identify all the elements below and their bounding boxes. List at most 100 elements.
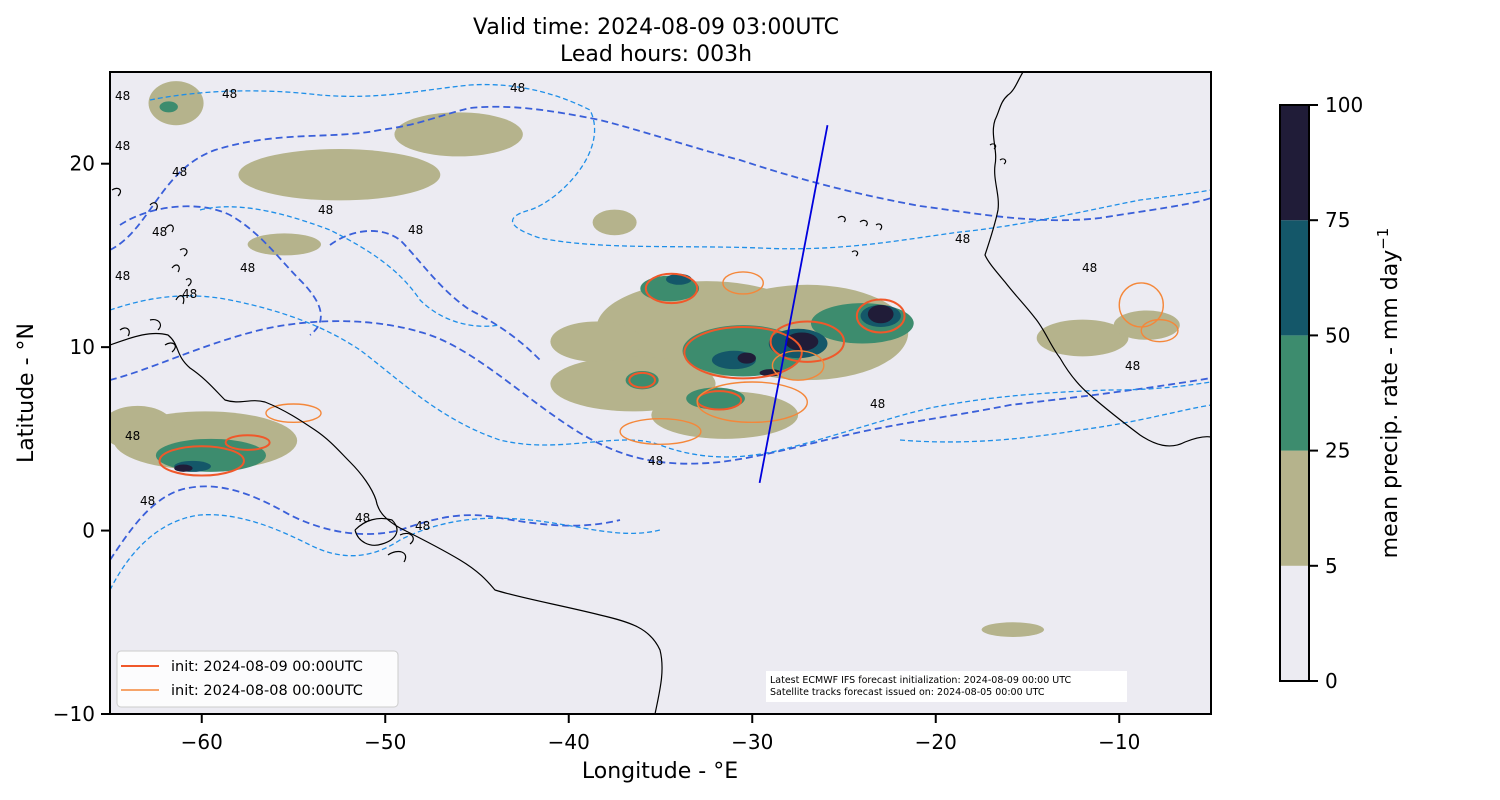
forecast-annotation: Latest ECMWF IFS forecast initialization… (766, 671, 1127, 702)
forecast-contour-init-1 (1118, 282, 1164, 328)
contour-label-48: 48 (355, 511, 370, 525)
precip-blob-level-2 (159, 101, 178, 113)
forecast-contour-init-0 (628, 371, 656, 389)
colorbar: 0 5 25 50 75 100 mean precip. rate - mm day−1 (1279, 93, 1403, 693)
satellite-track-line (758, 125, 829, 484)
legend-box (116, 650, 399, 708)
forecast-contour-init-0 (769, 320, 845, 363)
contour-label-48: 48 (222, 87, 237, 101)
y-axis-label: Latitude - °N (14, 323, 39, 463)
contour-48-light-sw (110, 514, 661, 591)
forecast-contour-init-1 (696, 381, 809, 424)
dashed-48-contours (110, 83, 1211, 591)
forecast-contour-init-1 (619, 417, 702, 446)
precip-blob-level-1 (110, 405, 175, 450)
contour-label-48: 48 (240, 261, 255, 275)
x-axis-label: Longitude - °E (582, 759, 738, 784)
colorbar-tick-label: 0 (1325, 669, 1338, 693)
contour-label-48: 48 (115, 139, 130, 153)
colorbar-tick-label: 100 (1325, 93, 1363, 117)
contour-48-dark-north (110, 105, 1211, 251)
coast-amazon-delta (354, 517, 414, 563)
forecast-contour-init-1 (1140, 318, 1179, 343)
precip-blob-level-1 (148, 81, 204, 126)
map-plot-area: 48 48 48 48 48 48 48 48 48 48 48 48 48 48 48 48 48 48 48 48 (109, 71, 1212, 715)
y-tick-label: 20 (70, 152, 95, 176)
precip-blob-level-1 (1036, 319, 1129, 357)
colorbar-segments (1280, 105, 1309, 681)
precip-blob-level-3 (666, 273, 692, 285)
x-tick-label: −50 (364, 730, 406, 754)
contour-48-dark-south (110, 320, 1211, 465)
legend-label-init-0809: init: 2024-08-09 00:00UTC (171, 659, 363, 675)
coastlines (110, 72, 1211, 714)
precip-blob-level-4 (785, 332, 819, 351)
forecast-contour-init-1 (722, 271, 764, 295)
x-tick-label: −10 (1098, 730, 1140, 754)
precip-blob-level-2 (155, 438, 266, 472)
contour-label-48: 48 (415, 519, 430, 533)
x-tick-label: −30 (731, 730, 773, 754)
forecast-contour-init-0 (683, 325, 803, 380)
contour-48-dark-sw (110, 485, 621, 561)
precip-blob-level-2 (810, 303, 914, 344)
precip-blob-level-4 (174, 464, 193, 472)
contour-label-48: 48 (115, 89, 130, 103)
contour-label-48: 48 (140, 494, 155, 508)
coast-south-america (110, 332, 663, 714)
contour-48-light-south (110, 295, 1211, 458)
precip-blob-level-1 (238, 149, 441, 201)
forecast-contour-init-0 (224, 434, 271, 451)
contour-48-light-west (199, 206, 501, 327)
colorbar-tick-label: 75 (1325, 208, 1350, 232)
coast-caribbean-islands (111, 187, 192, 353)
contour-48-dark-loop (119, 205, 322, 336)
contour-label-48: 48 (182, 287, 197, 301)
forecast-contour-init-1 (771, 350, 825, 381)
legend: init: 2024-08-09 00:00UTC init: 2024-08-… (116, 650, 399, 708)
y-axis-ticks: −10 0 10 20 (53, 152, 110, 726)
colorbar-segment-3 (1280, 220, 1309, 336)
colorbar-label-exponent: −1 (1374, 228, 1392, 250)
colorbar-tick-label: 50 (1325, 323, 1350, 347)
colorbar-tick-label: 25 (1325, 439, 1350, 463)
x-tick-label: −40 (548, 730, 590, 754)
annotation-line-1: Latest ECMWF IFS forecast initialization… (770, 675, 1071, 686)
forecast-contour-init-0 (855, 298, 906, 334)
contour-label-48: 48 (510, 81, 525, 95)
x-tick-label: −60 (181, 730, 223, 754)
precip-blob-level-1 (651, 391, 799, 439)
x-axis-ticks: −60 −50 −40 −30 −20 −10 (181, 714, 1140, 754)
contour-label-48: 48 (955, 232, 970, 246)
precip-blob-level-1 (1113, 310, 1180, 340)
contour-labels: 48 48 48 48 48 48 48 48 48 48 48 48 48 48 48 48 48 48 48 48 (115, 81, 1140, 533)
annotation-box (766, 671, 1127, 702)
contour-label-48: 48 (152, 225, 167, 239)
precip-blob-level-1 (394, 112, 523, 157)
x-tick-label: −20 (915, 730, 957, 754)
contour-label-48: 48 (408, 223, 423, 237)
y-tick-label: 10 (70, 335, 95, 359)
contour-label-48: 48 (1082, 261, 1097, 275)
precipitation-field (110, 81, 1180, 637)
colorbar-frame (1279, 104, 1310, 682)
precip-blob-level-1 (247, 233, 322, 256)
legend-label-init-0808: init: 2024-08-08 00:00UTC (171, 683, 363, 699)
forecast-contour-init-0 (644, 272, 699, 305)
colorbar-segment-1 (1280, 450, 1309, 566)
contour-label-48: 48 (172, 165, 187, 179)
forecast-contour-init-1 (265, 403, 322, 424)
map-frame (109, 71, 1212, 715)
y-tick-label: 0 (82, 519, 95, 543)
precip-blob-level-1 (981, 622, 1045, 637)
annotation-line-2: Satellite tracks forecast issued on: 202… (770, 687, 1045, 698)
forecast-contour-init-0 (158, 445, 245, 477)
precip-blob-level-1 (592, 209, 637, 236)
colorbar-ticks: 0 5 25 50 75 100 (1309, 93, 1363, 693)
y-tick-label: −10 (53, 702, 95, 726)
contour-label-48: 48 (115, 269, 130, 283)
contour-label-48: 48 (318, 203, 333, 217)
precip-blob-level-1 (550, 321, 643, 362)
coast-canary-islands (989, 143, 1007, 165)
